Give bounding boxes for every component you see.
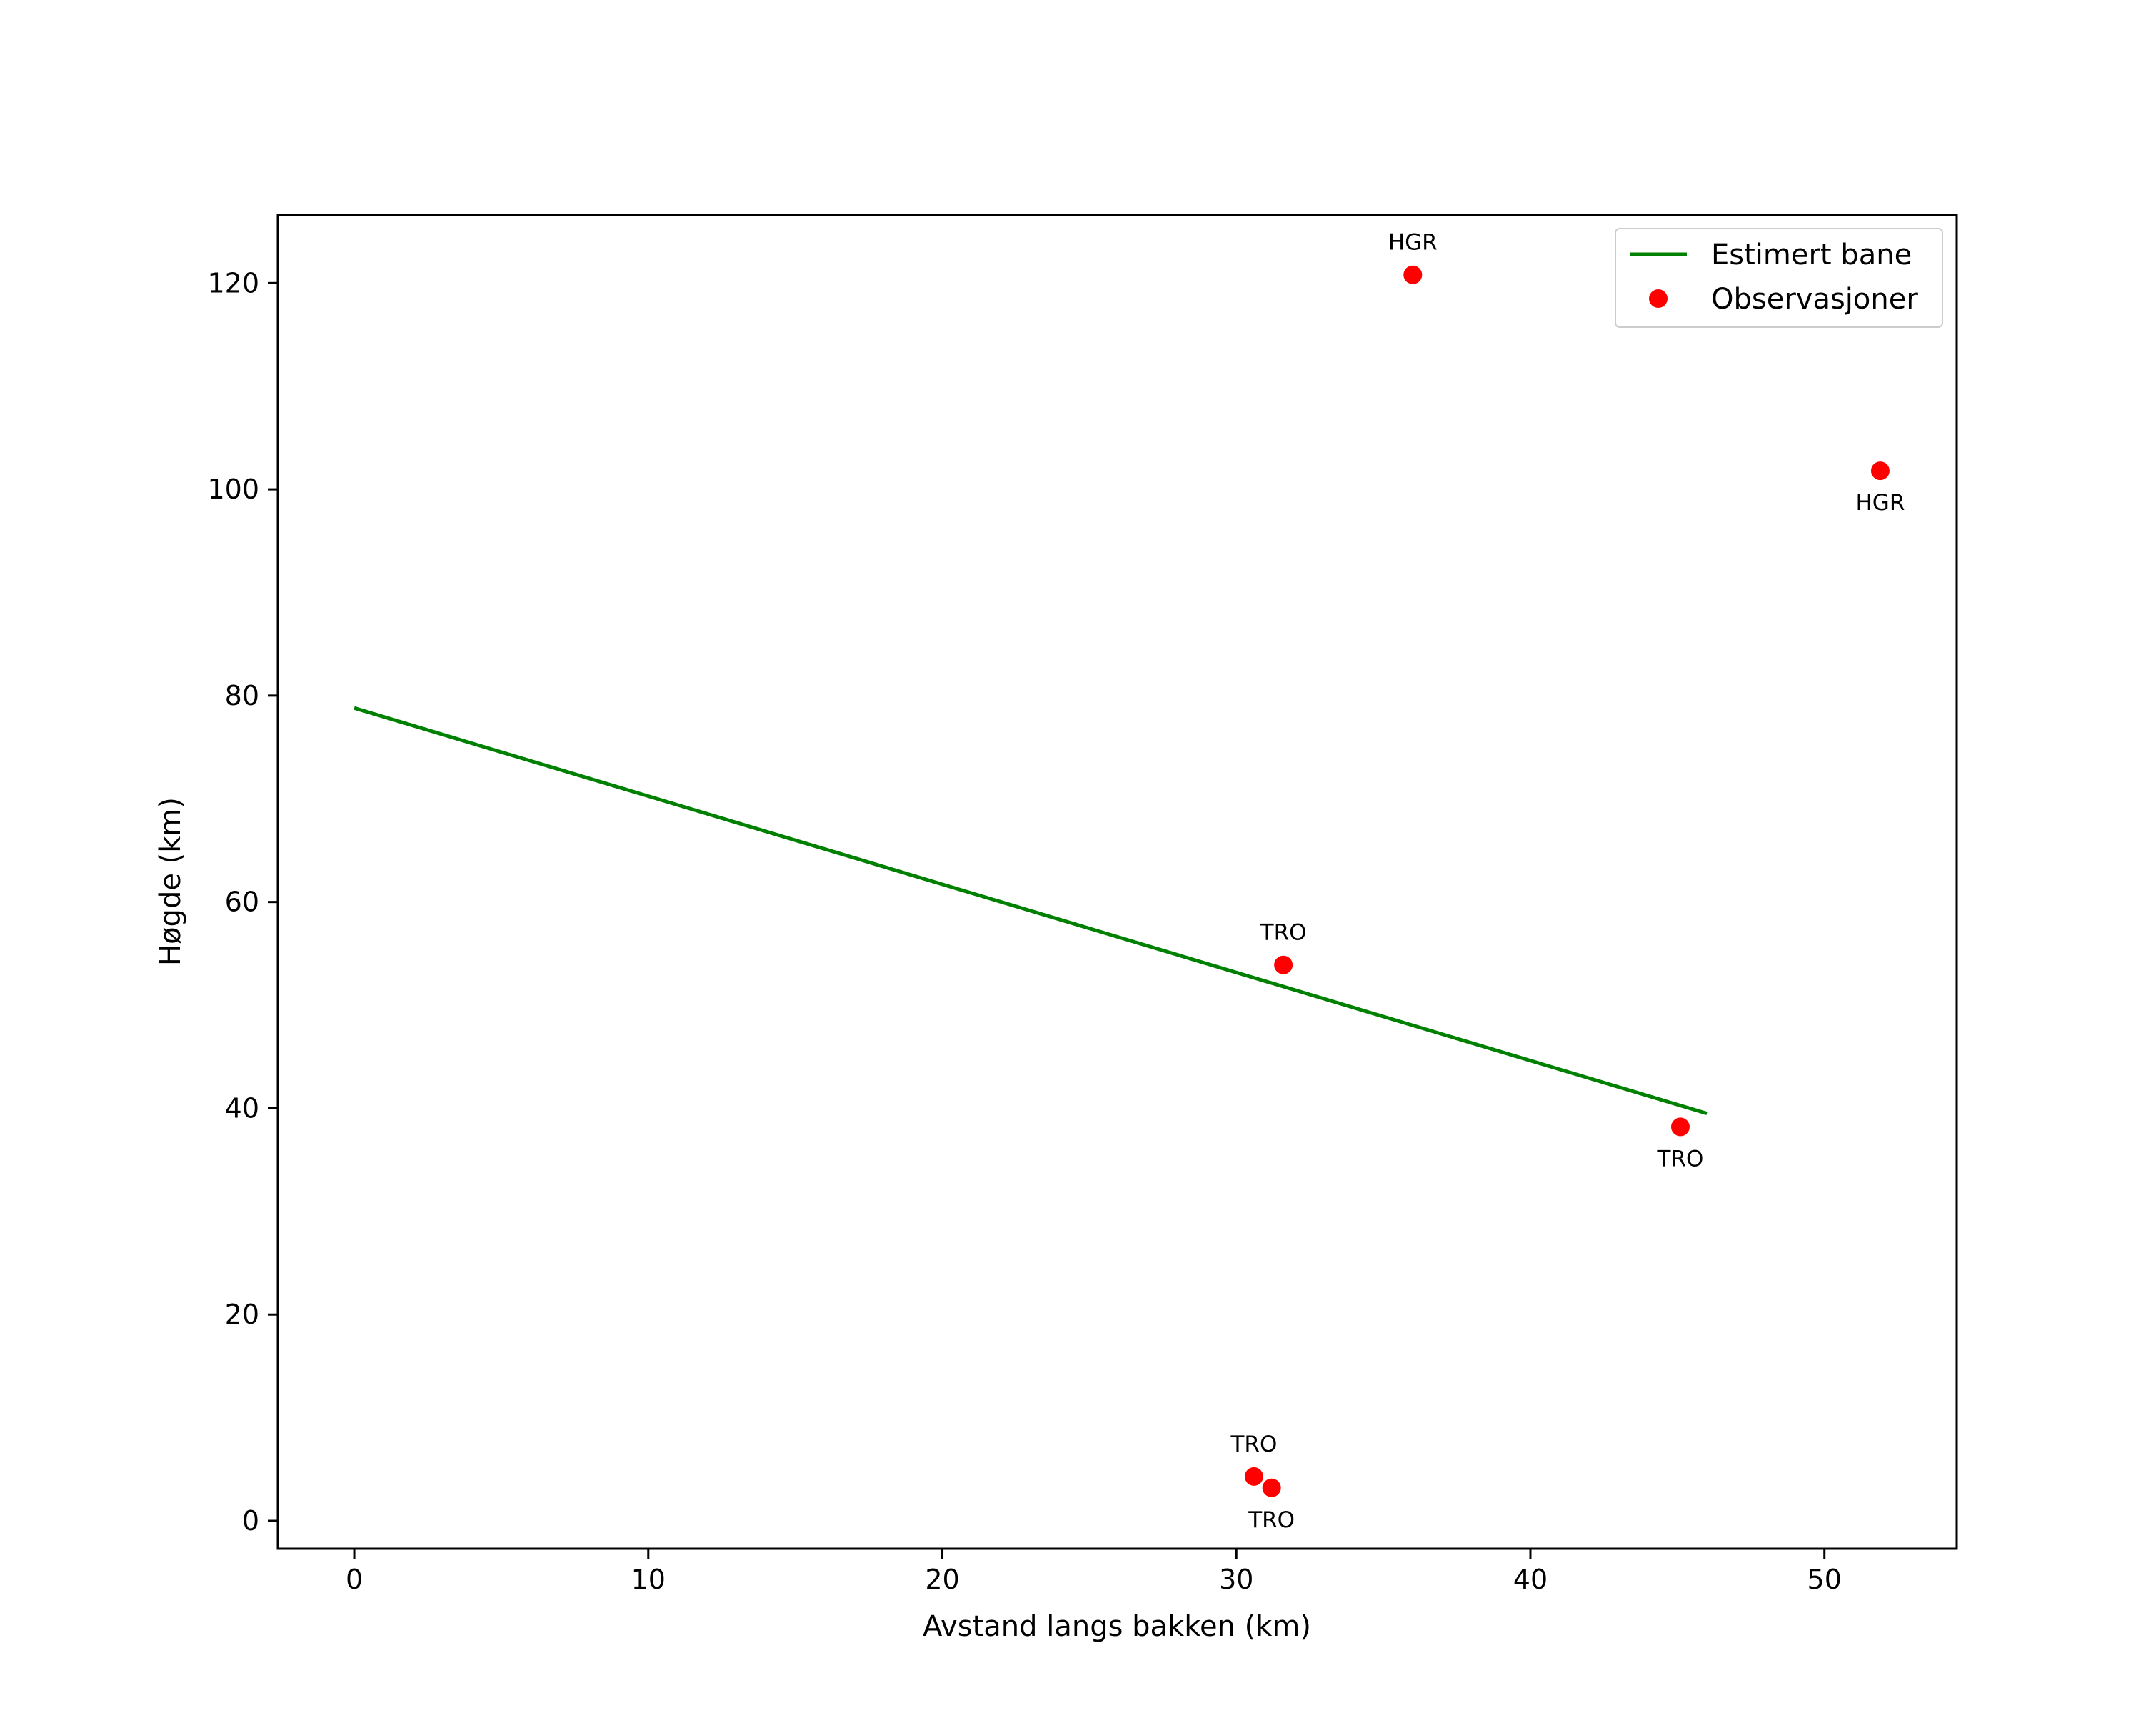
y-tick-label: 40 — [225, 1092, 259, 1124]
observation-point-label: HGR — [1856, 490, 1905, 516]
observation-point-label: TRO — [1248, 1507, 1295, 1533]
x-tick-label: 50 — [1807, 1564, 1842, 1595]
y-tick-label: 60 — [225, 887, 259, 918]
x-tick-label: 30 — [1219, 1564, 1253, 1595]
y-tick-label: 80 — [225, 680, 259, 711]
y-axis-label: Høgde (km) — [154, 797, 187, 966]
y-tick-label: 120 — [207, 267, 259, 299]
legend-box — [1615, 228, 1943, 328]
observation-point-label: TRO — [1230, 1432, 1278, 1457]
x-tick-label: 10 — [631, 1564, 666, 1595]
observation-point — [1870, 461, 1890, 481]
legend: Estimert bane Observasjoner — [1615, 228, 1943, 328]
y-tick-label: 20 — [225, 1299, 259, 1330]
x-tick-label: 0 — [346, 1564, 363, 1595]
plot-layer: HGR HGR TRO TRO TRO TRO — [354, 230, 1905, 1533]
observation-point — [1274, 955, 1293, 974]
y-tick-label: 100 — [207, 474, 259, 505]
legend-marker-swatch — [1649, 289, 1668, 308]
observation-point — [1244, 1467, 1263, 1486]
y-tick-label: 0 — [242, 1505, 259, 1537]
observation-point — [1670, 1117, 1690, 1137]
x-tick-label: 20 — [925, 1564, 959, 1595]
x-axis-label: Avstand langs bakken (km) — [923, 1610, 1311, 1643]
plot-frame — [276, 214, 1958, 1550]
observation-point-label: TRO — [1657, 1146, 1704, 1172]
axes-layer: 0 10 20 30 40 50 0 20 40 60 80 100 120 — [207, 267, 1841, 1595]
observation-point-label: TRO — [1260, 920, 1307, 946]
observation-point — [1262, 1478, 1281, 1497]
legend-label-observations: Observasjoner — [1711, 283, 1918, 316]
series-line-estimated-path — [354, 706, 1708, 1116]
legend-label-estimated-path: Estimert bane — [1711, 239, 1912, 271]
x-tick-label: 40 — [1513, 1564, 1548, 1595]
observation-point-label: HGR — [1388, 230, 1438, 256]
observation-point — [1403, 265, 1423, 284]
